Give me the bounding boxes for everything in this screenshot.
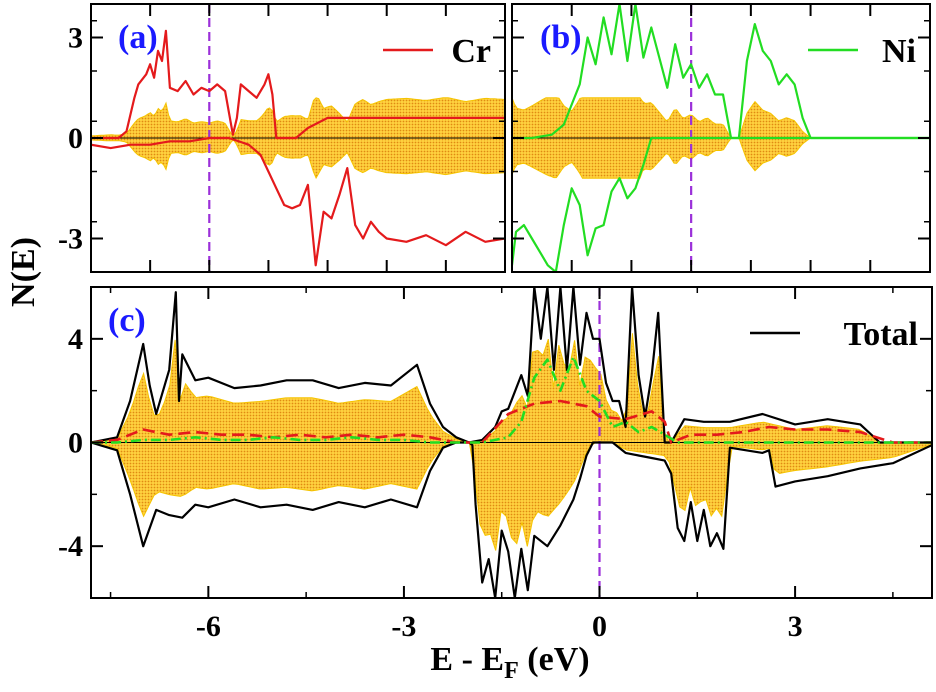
panel-b: (b) Ni (511, 3, 931, 273)
fill-region-c (91, 333, 932, 551)
x-axis-label-unit: (eV) (519, 641, 590, 678)
x-axis-label: E - EF (eV) (430, 641, 589, 684)
plot-area-c (91, 287, 932, 598)
panel-label-b: (b) (540, 19, 582, 56)
series-line-c-0 (91, 287, 932, 444)
series-line-a-0 (91, 29, 505, 140)
x-tick-label-c: 3 (788, 610, 803, 643)
series-line-c-2 (91, 399, 932, 444)
y-tick-label-a: 0 (68, 122, 83, 155)
x-axis-label-sub: F (504, 658, 519, 684)
y-axis-label: N(E) (5, 237, 42, 307)
plot-area-a (91, 4, 505, 272)
x-tick-label-c: -6 (196, 610, 221, 643)
panel-label-a: (a) (118, 19, 158, 56)
x-tick-label-c: -3 (391, 610, 416, 643)
legend-label-c: Total (844, 316, 918, 353)
y-tick-label-c: 0 (68, 427, 83, 460)
x-tick-label-c: 0 (592, 610, 607, 643)
y-tick-label-a: 3 (68, 22, 83, 55)
y-tick-label-c: -4 (58, 530, 83, 563)
panel-c: -4 0 4 -6 -3 0 3 (c) Total (58, 286, 933, 643)
series-line-c-3 (91, 355, 932, 444)
legend-label-b: Ni (882, 33, 916, 70)
series-line-b-0 (512, 4, 930, 140)
y-tick-label-a: -3 (58, 223, 83, 256)
legend-label-a: Cr (451, 33, 491, 70)
series-line-c-1 (91, 441, 932, 598)
series-line-b-1 (512, 136, 930, 272)
y-tick-label-c: 4 (68, 323, 83, 356)
series-line-a-1 (91, 136, 505, 267)
panel-label-c: (c) (108, 302, 146, 339)
panel-a: -3 0 3 (a) Cr (58, 3, 506, 273)
x-axis-label-main: E - E (430, 641, 504, 678)
